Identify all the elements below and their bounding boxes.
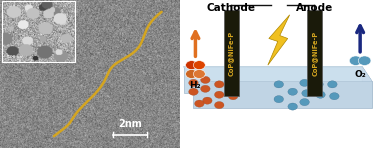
Text: 2nm: 2nm [118, 119, 142, 129]
Circle shape [288, 103, 297, 110]
Bar [307, 10, 322, 96]
Text: Anode: Anode [296, 3, 333, 13]
Circle shape [193, 61, 205, 70]
Circle shape [288, 88, 297, 95]
Circle shape [201, 85, 210, 92]
Polygon shape [183, 67, 372, 81]
Text: H₂: H₂ [190, 81, 201, 90]
Bar [2, 1, 75, 62]
Polygon shape [268, 15, 290, 65]
Polygon shape [362, 67, 372, 108]
Text: O₂: O₂ [354, 70, 366, 79]
Circle shape [214, 91, 224, 98]
Text: 500 nm: 500 nm [7, 56, 24, 59]
Polygon shape [183, 67, 372, 81]
Circle shape [201, 76, 210, 83]
Circle shape [349, 56, 362, 65]
Circle shape [214, 81, 224, 88]
Circle shape [228, 93, 238, 100]
Circle shape [330, 93, 339, 100]
Circle shape [186, 70, 198, 78]
Circle shape [300, 79, 309, 86]
Circle shape [189, 79, 198, 86]
Circle shape [203, 97, 212, 104]
Polygon shape [183, 67, 362, 93]
Circle shape [316, 91, 325, 98]
Circle shape [314, 81, 323, 88]
Circle shape [274, 81, 284, 88]
Text: CoP@NiFe-P: CoP@NiFe-P [228, 31, 234, 76]
Circle shape [189, 88, 198, 95]
Circle shape [328, 81, 337, 88]
Circle shape [302, 90, 311, 97]
Circle shape [214, 102, 224, 109]
Text: Cathode: Cathode [207, 3, 256, 13]
Circle shape [358, 56, 371, 65]
Circle shape [300, 99, 309, 106]
Circle shape [274, 96, 284, 103]
Circle shape [228, 82, 238, 89]
Circle shape [186, 61, 198, 70]
Text: CoP@NiFe-P: CoP@NiFe-P [311, 31, 318, 76]
Circle shape [195, 100, 204, 107]
Bar [224, 10, 239, 96]
Circle shape [193, 70, 205, 78]
Polygon shape [194, 81, 372, 108]
